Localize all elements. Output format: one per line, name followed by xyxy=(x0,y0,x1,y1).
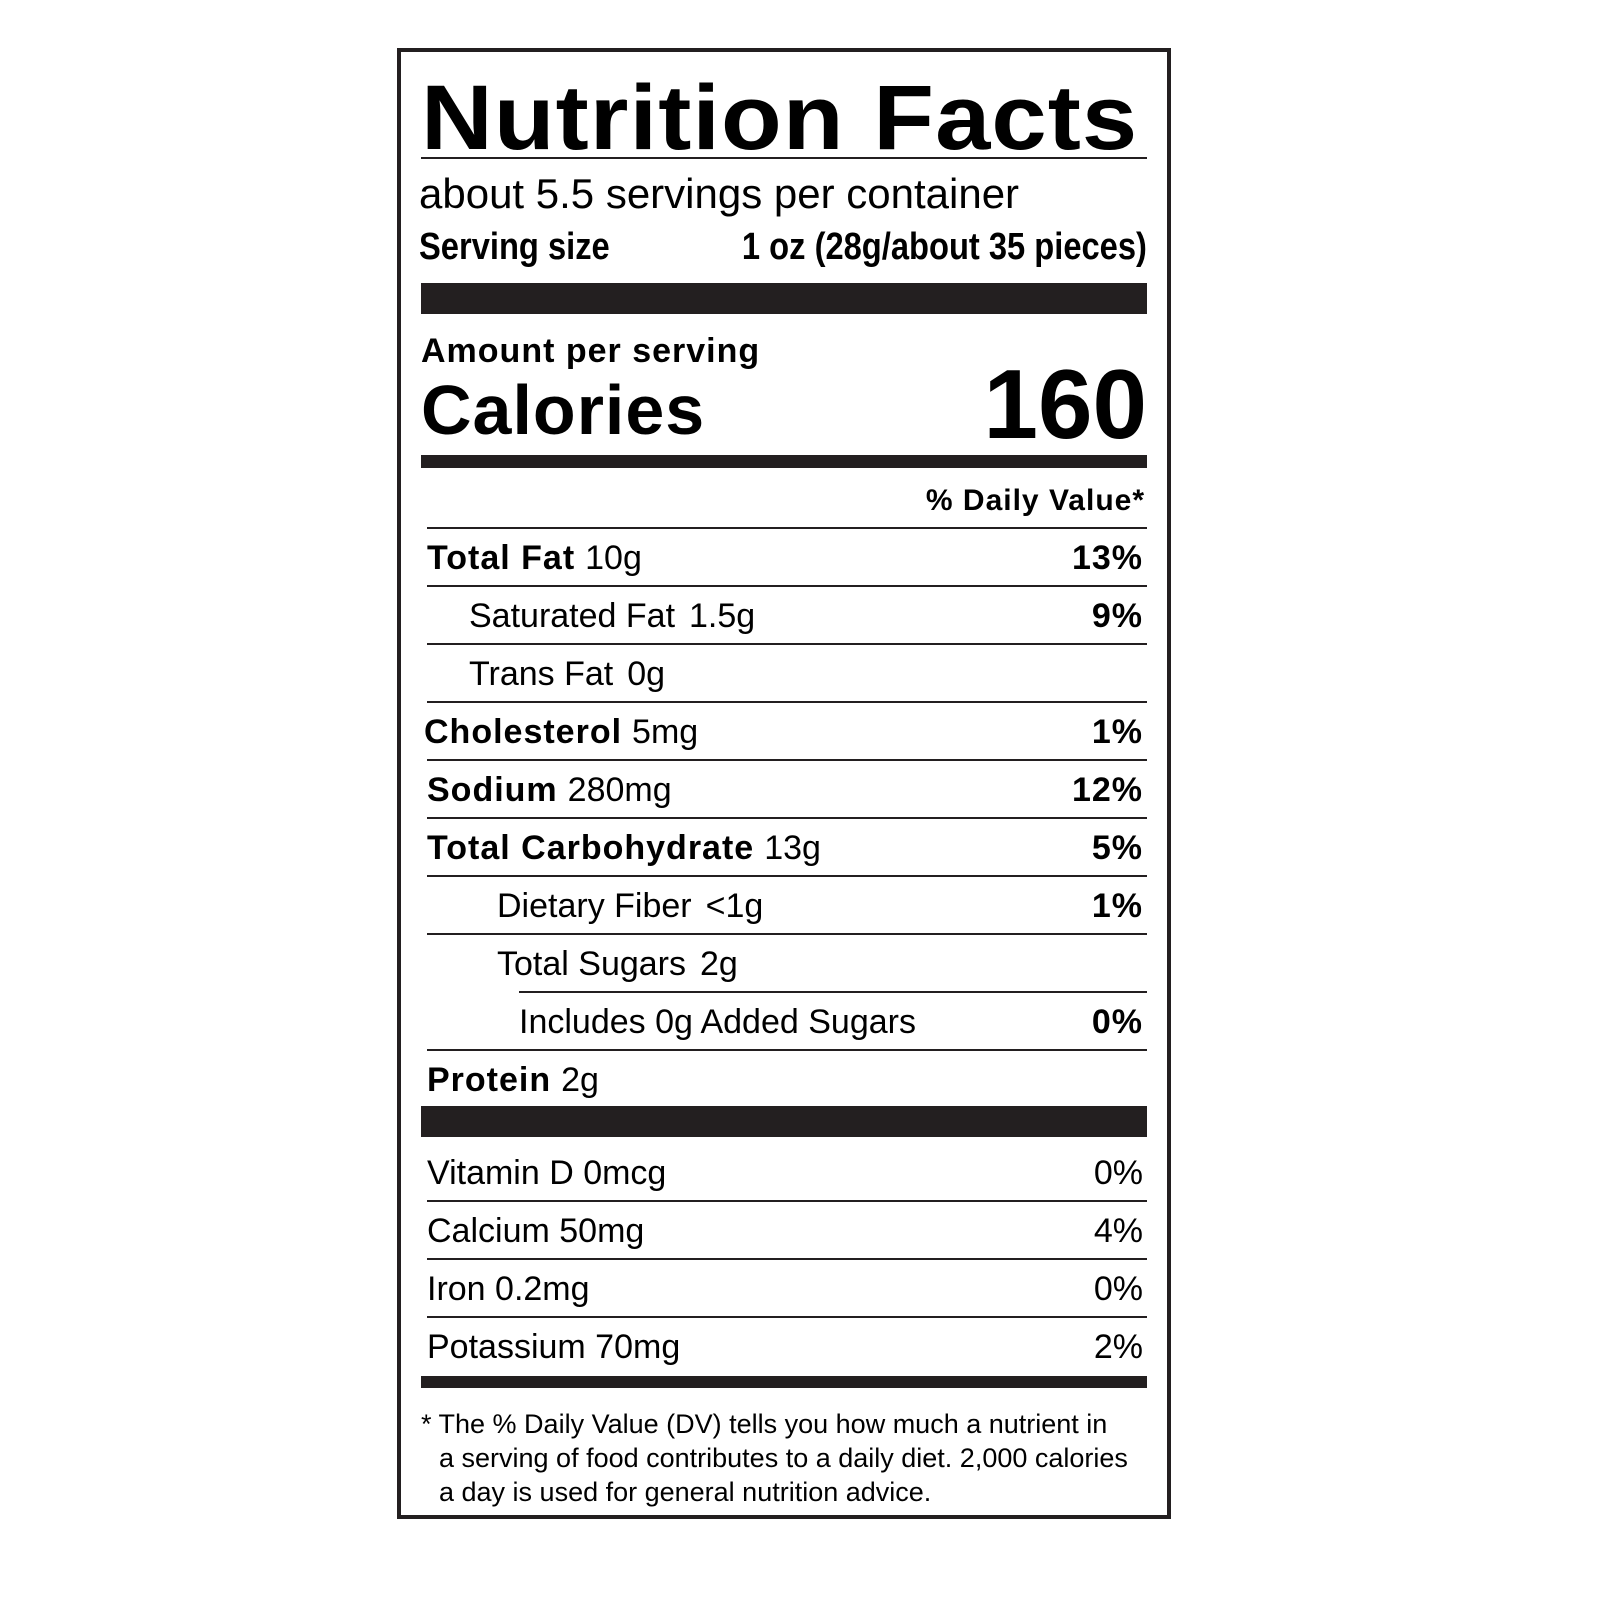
nutrient-name: Sodium 280mg xyxy=(427,771,672,810)
divider xyxy=(421,157,1147,159)
vitamin-name: Potassium 70mg xyxy=(427,1328,681,1366)
footnote: * The % Daily Value (DV) tells you how m… xyxy=(421,1407,1151,1509)
nutrient-amount: 5mg xyxy=(632,713,699,751)
vitamin-row: Vitamin D 0mcg 0% xyxy=(427,1144,1147,1202)
footnote-line: a serving of food contributes to a daily… xyxy=(439,1443,1128,1473)
vitamin-daily-value: 0% xyxy=(1093,1270,1143,1308)
nutrient-amount: 280mg xyxy=(567,771,672,809)
nutrient-label: Saturated Fat xyxy=(469,597,676,635)
nutrient-row: Saturated Fat 1.5g 9% xyxy=(427,587,1147,645)
vitamin-daily-value: 4% xyxy=(1093,1212,1143,1250)
nutrient-daily-value: 1% xyxy=(1091,713,1143,751)
daily-value-header: % Daily Value* xyxy=(925,484,1145,517)
row-divider xyxy=(427,1049,1147,1051)
row-divider xyxy=(519,991,1147,993)
row-divider xyxy=(427,1316,1147,1318)
nutrient-name: Saturated Fat 1.5g xyxy=(469,597,755,636)
serving-size-label: Serving size xyxy=(419,226,610,268)
label-title: Nutrition Facts xyxy=(421,67,1139,169)
nutrient-row: Dietary Fiber <1g 1% xyxy=(427,877,1147,935)
row-divider xyxy=(427,701,1147,703)
nutrient-row: Includes 0g Added Sugars 0% xyxy=(427,993,1147,1051)
nutrient-label: Dietary Fiber xyxy=(497,887,692,925)
footnote-line: * The % Daily Value (DV) tells you how m… xyxy=(421,1409,1108,1439)
servings-per-container: about 5.5 servings per container xyxy=(419,170,1020,217)
nutrient-name: Total Fat 10g xyxy=(427,539,642,578)
vitamin-daily-value: 2% xyxy=(1093,1328,1143,1366)
row-divider xyxy=(427,817,1147,819)
vitamin-name: Calcium 50mg xyxy=(427,1212,645,1250)
vitamin-name: Vitamin D 0mcg xyxy=(427,1154,667,1192)
calories-label: Calories xyxy=(421,371,706,449)
vitamin-row: Potassium 70mg 2% xyxy=(427,1318,1147,1376)
thick-divider xyxy=(421,283,1147,314)
nutrient-name: Cholesterol 5mg xyxy=(424,713,698,752)
footnote-line: a day is used for general nutrition advi… xyxy=(439,1477,932,1507)
nutrient-row: Total Sugars 2g xyxy=(427,935,1147,993)
nutrient-daily-value: 0% xyxy=(1091,1003,1143,1041)
nutrient-amount: 1.5g xyxy=(689,597,756,635)
nutrient-amount: 13g xyxy=(764,829,821,867)
nutrient-name: Total Carbohydrate 13g xyxy=(427,829,821,868)
nutrient-label: Total Carbohydrate xyxy=(427,829,755,867)
vitamin-name: Iron 0.2mg xyxy=(427,1270,590,1308)
calories-value: 160 xyxy=(983,349,1147,459)
nutrient-label: Includes 0g Added Sugars xyxy=(519,1003,916,1041)
thick-divider xyxy=(421,1106,1147,1137)
amount-per-serving: Amount per serving xyxy=(421,332,761,370)
nutrient-name: Protein 2g xyxy=(427,1061,599,1100)
vitamin-daily-value: 0% xyxy=(1093,1154,1143,1192)
row-divider xyxy=(427,933,1147,935)
nutrient-amount: <1g xyxy=(705,887,764,925)
row-divider xyxy=(427,1200,1147,1202)
nutrient-row: Cholesterol 5mg 1% xyxy=(424,703,1147,761)
nutrient-amount: 10g xyxy=(585,539,642,577)
nutrient-label: Sodium xyxy=(427,771,558,809)
nutrient-daily-value: 5% xyxy=(1091,829,1143,867)
nutrient-label: Cholesterol xyxy=(424,713,623,751)
nutrient-label: Total Sugars xyxy=(497,945,686,983)
nutrient-row: Total Fat 10g 13% xyxy=(427,529,1147,587)
nutrient-row: Sodium 280mg 12% xyxy=(427,761,1147,819)
nutrient-label: Protein xyxy=(427,1061,552,1099)
nutrient-daily-value: 12% xyxy=(1071,771,1143,809)
row-divider xyxy=(427,527,1147,529)
nutrient-label: Total Fat xyxy=(427,539,576,577)
nutrition-facts-label: Nutrition Facts about 5.5 servings per c… xyxy=(397,48,1171,1519)
nutrient-amount: 0g xyxy=(627,655,666,693)
nutrient-label: Trans Fat xyxy=(469,655,614,693)
medium-divider xyxy=(421,1376,1147,1388)
nutrient-row: Trans Fat 0g xyxy=(427,645,1147,703)
row-divider xyxy=(427,643,1147,645)
serving-size-value: 1 oz (28g/about 35 pieces) xyxy=(742,226,1147,268)
nutrient-daily-value: 13% xyxy=(1071,539,1143,577)
row-divider xyxy=(427,759,1147,761)
nutrient-daily-value: 9% xyxy=(1091,597,1143,635)
row-divider xyxy=(427,875,1147,877)
nutrient-row: Total Carbohydrate 13g 5% xyxy=(427,819,1147,877)
nutrient-row: Protein 2g xyxy=(427,1051,1147,1109)
nutrient-name: Total Sugars 2g xyxy=(497,945,738,984)
nutrient-daily-value: 1% xyxy=(1091,887,1143,925)
nutrient-name: Includes 0g Added Sugars xyxy=(519,1003,930,1042)
nutrient-name: Dietary Fiber <1g xyxy=(497,887,763,926)
vitamin-row: Iron 0.2mg 0% xyxy=(427,1260,1147,1318)
medium-divider xyxy=(421,455,1147,468)
row-divider xyxy=(427,585,1147,587)
vitamin-row: Calcium 50mg 4% xyxy=(427,1202,1147,1260)
nutrient-amount: 2g xyxy=(561,1061,599,1099)
nutrient-amount: 2g xyxy=(700,945,738,983)
row-divider xyxy=(427,1258,1147,1260)
nutrient-name: Trans Fat 0g xyxy=(469,655,665,694)
